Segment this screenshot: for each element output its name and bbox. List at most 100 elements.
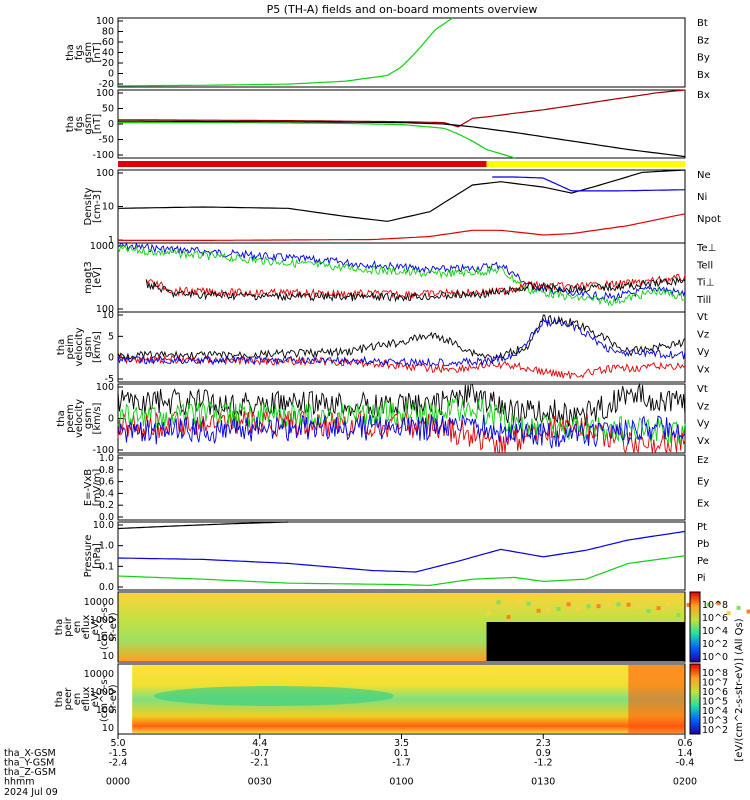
y-tick-label: 0.6 <box>99 477 114 488</box>
x-row-label: tha_X-GSM <box>4 748 56 759</box>
y-tick-label: 100 <box>96 382 114 393</box>
spectrogram-pixel <box>566 602 571 607</box>
spectrogram-pixel <box>706 602 711 607</box>
legend-entry: Vt <box>697 384 708 395</box>
legend-entry: By <box>697 53 710 64</box>
y-axis-label: magt3 <box>83 261 94 294</box>
y-tick-label: 0 <box>108 414 114 425</box>
y-axis-label: tha <box>65 44 76 60</box>
legend-entry: Bt <box>697 18 708 29</box>
colorbar-tick: 10^7 <box>702 678 728 689</box>
y-axis-label: velocity <box>74 327 85 366</box>
y-axis-label: gsm <box>83 113 94 134</box>
y-axis-label: tha <box>56 339 67 355</box>
x-tick-label: 2.3 <box>536 738 551 749</box>
series-Vt <box>117 382 686 427</box>
series-Pi <box>117 530 686 573</box>
y-axis-label: tha <box>56 410 67 426</box>
legend-entry: Te⊥ <box>696 243 716 254</box>
panel-peer_spectrogram: 10000 1000 100 10 thapeerenefluxeV/(cm^2-s-s… <box>54 663 686 735</box>
y-tick-label: 0.2 <box>99 500 114 511</box>
y-axis-label: en <box>72 621 83 634</box>
spectrogram-pixel <box>556 606 561 611</box>
x-tick-label: 5.0 <box>110 738 125 749</box>
colorbar-tick: 10^2 <box>702 725 728 736</box>
y-tick-label: 1000 <box>90 615 114 626</box>
spectrogram-pixel <box>656 606 661 611</box>
y-axis-label: [km/s] <box>92 402 103 434</box>
spectrogram-pixel <box>536 608 541 613</box>
y-tick-label: 1 <box>108 235 114 246</box>
legend-entry: Vy <box>697 419 710 430</box>
y-axis-label: [eV] <box>92 267 103 288</box>
colorbar-label: [eV/(cm^2-s-str-eV)] (All Qs) <box>734 618 745 761</box>
y-axis-label: fgs <box>74 116 85 131</box>
spectrogram-pixel <box>586 604 591 609</box>
colorbar-top <box>689 591 701 663</box>
x-row-value: 0100 <box>389 777 413 788</box>
x-row-label: tha_Y-GSM <box>4 758 54 769</box>
y-tick-label: 40 <box>102 48 114 59</box>
spectrogram-pixel <box>726 611 731 616</box>
legend-entry: Npot <box>697 214 721 225</box>
colorbar-tick: 10^8 <box>702 600 728 611</box>
legend-entry: Ti⊥ <box>696 278 714 289</box>
x-row-value: 1.4 <box>677 748 692 759</box>
x-row-value: 0.1 <box>394 748 409 759</box>
panel-pressure: 10.0 1.0 0.1 0.0 Pressure[nPa] Pt Pb Pe Pi <box>83 520 709 593</box>
panel-frame <box>117 311 686 383</box>
colorbar-bottom <box>689 663 701 735</box>
panel-mode_bar <box>118 161 685 167</box>
y-axis-label: peim <box>65 334 76 359</box>
y-axis-label: E=-VxB <box>83 469 94 506</box>
panel-frame <box>117 591 686 663</box>
x-tick-label: 0.6 <box>677 738 692 749</box>
x-row-value: -0.7 <box>250 748 269 759</box>
y-axis-label: [cm-3] <box>92 190 103 223</box>
y-axis-label: peer <box>63 687 74 711</box>
spectrogram-pixel <box>606 602 611 607</box>
legend-entry: Ne <box>697 170 711 181</box>
x-row-label: tha_Z-GSM <box>4 767 56 778</box>
legend-entry: Tell <box>696 260 713 271</box>
y-tick-label: 0 <box>108 69 114 80</box>
y-tick-label: 10.0 <box>93 520 114 531</box>
x-row-value: 0000 <box>106 777 130 788</box>
y-axis-label: Density <box>83 187 94 225</box>
x-row-value: 0.9 <box>536 748 551 759</box>
y-axis-label: peem <box>65 404 76 432</box>
legend-entry: Ey <box>697 477 709 488</box>
y-axis-label: eflux <box>81 687 92 712</box>
series-Vy <box>117 397 686 445</box>
y-axis-label: peir <box>63 616 74 636</box>
y-tick-label: 100 <box>96 633 114 644</box>
series-Ne <box>118 213 686 241</box>
y-axis-label: [km/s] <box>92 331 103 363</box>
panel-density: 100 10 1 Density[cm-3] Ne Ni Npot <box>83 168 721 246</box>
spectrogram-no-data <box>486 622 685 661</box>
spectrogram-pixel <box>646 609 651 614</box>
series-Npot <box>492 176 686 192</box>
y-tick-label: 0.1 <box>99 561 114 572</box>
x-row-value: 0200 <box>673 777 697 788</box>
spectrogram-pixel <box>736 605 741 610</box>
y-axis-label: (cm^2-s- <box>99 675 110 722</box>
spectrogram-pixel <box>626 602 631 607</box>
y-axis-label: (cm^2-s- <box>99 603 110 650</box>
y-axis-label: tha <box>54 691 65 707</box>
y-axis-label: eV/ <box>90 690 101 707</box>
y-axis-label: tha <box>65 116 76 132</box>
spectrogram-pixel <box>516 599 521 604</box>
x-row-value: -1.7 <box>392 758 411 769</box>
legend-entry: Pi <box>697 573 706 584</box>
legend-entry: Pb <box>697 539 709 550</box>
x-row-value: 0130 <box>531 777 555 788</box>
y-tick-label: -20 <box>98 79 114 90</box>
y-tick-label: -100 <box>92 150 114 161</box>
x-row-value: -0.4 <box>676 758 695 769</box>
legend-entry: Bx <box>697 90 710 101</box>
legend-entry: Pt <box>697 522 707 533</box>
spectrogram-pixel <box>596 604 601 609</box>
